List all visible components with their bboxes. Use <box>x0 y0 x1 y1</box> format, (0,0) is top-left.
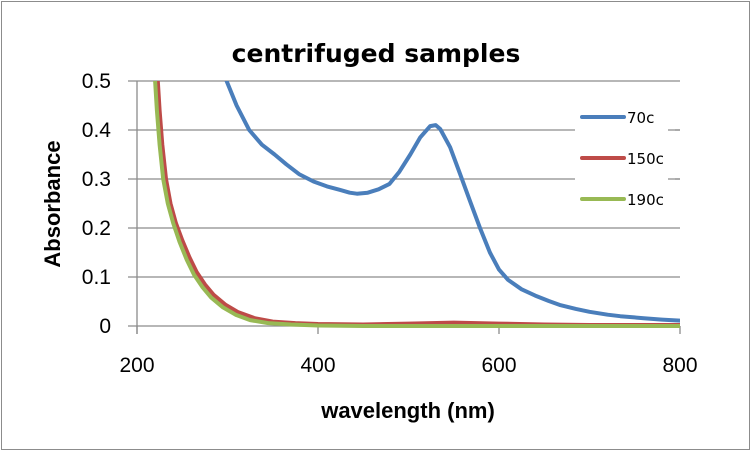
y-tick-label: 0 <box>99 315 111 338</box>
x-tick-label: 400 <box>300 354 335 377</box>
series-line-70c <box>224 81 680 323</box>
legend-label-190c: 190c <box>627 191 664 209</box>
y-tick-label: 0.4 <box>82 119 112 142</box>
y-axis-label: Absorbance <box>40 140 65 267</box>
legend-label-70c: 70c <box>627 109 654 127</box>
series-line-190c <box>153 81 680 328</box>
tick-labels: 0 0.1 0.2 0.3 0.4 0.5 200 400 600 800 <box>82 70 698 377</box>
legend: 70c 150c 190c <box>575 100 680 212</box>
y-tick-label: 0.2 <box>82 217 111 240</box>
x-tick-label: 600 <box>481 354 516 377</box>
y-tick-label: 0.3 <box>82 168 111 191</box>
gridlines <box>128 80 680 278</box>
chart-title: centrifuged samples <box>232 39 521 68</box>
y-tick-label: 0.1 <box>82 266 111 289</box>
x-tick-label: 200 <box>119 354 154 377</box>
series-line-150c <box>155 81 680 327</box>
legend-label-150c: 150c <box>627 150 664 168</box>
x-axis-label: wavelength (nm) <box>320 398 495 423</box>
series-lines <box>153 81 680 328</box>
x-tick-label: 800 <box>662 354 697 377</box>
y-tick-label: 0.5 <box>82 70 111 93</box>
